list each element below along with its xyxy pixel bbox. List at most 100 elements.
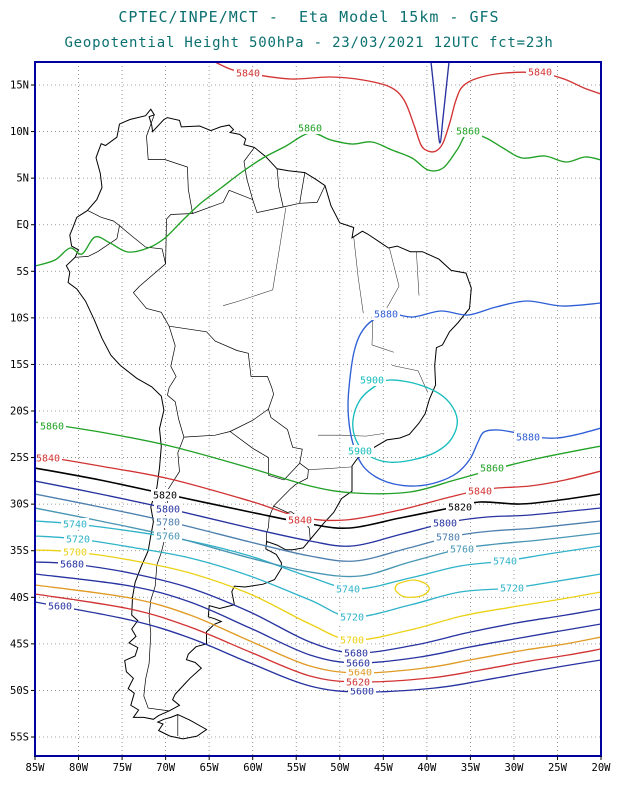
contour-label-bg (58, 558, 86, 570)
contour-label-bg (448, 543, 476, 555)
contour-label-bg (38, 420, 66, 432)
lon-tick-label: 45W (374, 762, 394, 774)
contour-label-bg (342, 647, 370, 659)
contour-label-bg (466, 485, 494, 497)
state-border (391, 365, 428, 393)
contour-5820-line (430, 62, 450, 144)
lon-tick-label: 20W (592, 762, 612, 774)
contour-5720-line (35, 535, 601, 618)
contour-label-5680: 5680 (344, 649, 368, 660)
base-map (65, 108, 472, 740)
lon-tick-label: 50W (330, 762, 350, 774)
lon-tick-label: 70W (156, 762, 176, 774)
contour-label-5700: 5700 (63, 548, 87, 559)
contour-label-5760: 5760 (156, 532, 180, 543)
country-border (169, 325, 274, 410)
country-border (75, 225, 120, 258)
contour-label-bg (346, 445, 374, 457)
contour-label-5840: 5840 (236, 69, 260, 80)
contour-label-bg (46, 600, 74, 612)
country-border (299, 172, 306, 204)
lon-tick-label: 85W (26, 762, 46, 774)
country-border (146, 114, 193, 214)
country-border (183, 431, 231, 438)
country-border (167, 326, 177, 396)
state-border (371, 318, 394, 353)
lon-tick-label: 40W (417, 762, 437, 774)
contour-label-5800: 5800 (156, 505, 180, 516)
contour-label-5820: 5820 (153, 491, 177, 502)
contour-label-5780: 5780 (436, 533, 460, 544)
contour-label-5740: 5740 (493, 557, 517, 568)
contour-label-5840: 5840 (36, 454, 60, 465)
lat-tick-label: 55S (10, 731, 29, 743)
contour-5700-line (35, 549, 601, 641)
contour-label-5860: 5860 (298, 124, 322, 135)
contour-label-bg (334, 583, 362, 595)
contour-label-bg (454, 125, 482, 137)
contour-label-5800: 5800 (433, 519, 457, 530)
country-border (243, 147, 255, 200)
lon-tick-label: 75W (113, 762, 133, 774)
country-border (276, 168, 284, 208)
axes: 15N 10N 5N EQ 5S 10S 15S 20S 25S 30S 35S 40S 45S 50S 5… (10, 61, 612, 774)
contour-5840-line (35, 454, 601, 522)
lat-tick-label: 15S (10, 359, 29, 371)
contour-5900-line (352, 379, 458, 463)
lat-tick-label: 35S (10, 545, 29, 557)
lat-tick-label: 5N (16, 173, 29, 185)
contour-label-5740: 5740 (336, 585, 360, 596)
contour-5760-line (35, 507, 601, 578)
contour-label-bg (151, 489, 179, 501)
contour-label-bg (234, 67, 262, 79)
lon-tick-label: 65W (200, 762, 220, 774)
contour-label-5860: 5860 (40, 422, 64, 433)
contour-label-bg (514, 431, 542, 443)
contour-label-5900: 5900 (360, 376, 384, 387)
contour-label-5700: 5700 (340, 636, 364, 647)
contour-label-bg (338, 611, 366, 623)
state-border (308, 466, 353, 470)
lon-tick-label: 30W (504, 762, 524, 774)
contour-label-5860: 5860 (480, 464, 504, 475)
contour-label-5900: 5900 (348, 447, 372, 458)
state-border (353, 236, 364, 314)
lat-tick-label: 50S (10, 685, 29, 697)
contour-label-5600: 5600 (350, 687, 374, 698)
country-border (165, 213, 193, 264)
lon-tick-label: 35W (461, 762, 481, 774)
contour-label-5660: 5660 (346, 659, 370, 670)
lon-tick-label: 60W (243, 762, 263, 774)
contour-label-5720: 5720 (340, 613, 364, 624)
contour-label-bg (34, 452, 62, 464)
contour-label-5840: 5840 (468, 487, 492, 498)
contour-label-5640: 5640 (348, 668, 372, 679)
chart-title: CPTEC/INPE/MCT - Eta Model 15km - GFS (118, 8, 500, 26)
contour-label-bg (338, 634, 366, 646)
contour-label-bg (296, 122, 324, 134)
country-border (87, 210, 120, 226)
lat-tick-label: 30S (10, 499, 29, 511)
lon-tick-label: 25W (548, 762, 568, 774)
contour-label-bg (446, 501, 474, 513)
contour-5780-line (35, 493, 601, 562)
contour-label-bg (154, 516, 182, 528)
contour-label-5620: 5620 (346, 678, 370, 689)
state-border (223, 289, 273, 306)
contour-5840-line (214, 62, 601, 153)
contour-label-bg (154, 503, 182, 515)
lon-tick-label: 55W (287, 762, 307, 774)
lat-tick-label: 25S (10, 452, 29, 464)
lat-tick-label: 5S (16, 266, 29, 278)
country-border (167, 394, 185, 438)
contour-label-5880: 5880 (516, 433, 540, 444)
country-border (192, 185, 326, 214)
contour-label-bg (526, 66, 554, 78)
contour-label-bg (491, 555, 519, 567)
contour-label-5760: 5760 (450, 545, 474, 556)
contour-label-bg (286, 514, 314, 526)
contour-label-bg (372, 308, 400, 320)
contour-label-5860: 5860 (456, 127, 480, 138)
